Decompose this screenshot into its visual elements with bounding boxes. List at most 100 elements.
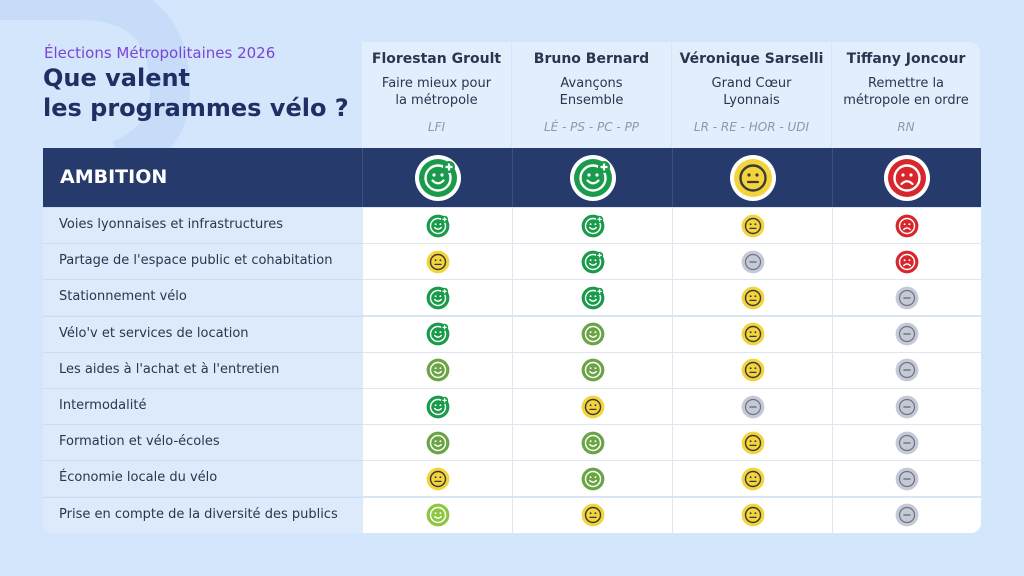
summary-cell bbox=[832, 148, 981, 207]
rating-cell bbox=[512, 207, 672, 243]
rating-cell bbox=[512, 460, 672, 497]
candidate-program: Faire mieux pour la métropole bbox=[362, 75, 511, 109]
rating-icon bbox=[581, 250, 604, 274]
program-line: Remettre la bbox=[867, 76, 945, 91]
rating-icon bbox=[895, 250, 919, 274]
rating-cell bbox=[512, 315, 672, 352]
candidate-parties: LÉ - PS - PC - PP bbox=[543, 120, 640, 134]
candidate-name: Bruno Bernard bbox=[533, 51, 650, 67]
rating-cell bbox=[672, 388, 832, 424]
rating-cell bbox=[832, 388, 981, 424]
rating-icon bbox=[581, 503, 604, 527]
rating-cell bbox=[512, 279, 672, 316]
rating-cell bbox=[362, 243, 512, 280]
rating-icon bbox=[581, 395, 604, 418]
program-line: Lyonnais bbox=[723, 93, 780, 108]
rating-cell bbox=[672, 279, 832, 316]
rating-cell bbox=[672, 460, 832, 497]
title: Que valent bbox=[43, 64, 191, 92]
rating-cell bbox=[362, 424, 512, 461]
rating-icon bbox=[741, 467, 764, 491]
candidate-program: Grand Cœur Lyonnais bbox=[672, 75, 831, 109]
candidate-name: Florestan Groult bbox=[371, 51, 502, 67]
rating-cell bbox=[672, 424, 832, 461]
rating-cell bbox=[832, 243, 981, 280]
row-label: Partage de l'espace public et cohabitati… bbox=[43, 243, 362, 280]
row-label: Les aides à l'achat et à l'entretien bbox=[43, 351, 362, 388]
program-line: métropole en ordre bbox=[843, 93, 969, 108]
rating-icon bbox=[426, 286, 449, 310]
rating-cell bbox=[672, 351, 832, 388]
rating-icon bbox=[426, 214, 449, 237]
candidate-header: Tiffany Joncour Remettre la métropole en o… bbox=[832, 42, 980, 148]
rating-icon bbox=[741, 322, 764, 346]
rating-cell bbox=[362, 279, 512, 316]
rating-cell bbox=[832, 460, 981, 497]
icon-ring bbox=[414, 154, 461, 201]
rating-icon bbox=[741, 286, 764, 310]
rating-cell bbox=[672, 243, 832, 280]
candidate-parties: LFI bbox=[427, 120, 446, 134]
rating-cell bbox=[832, 351, 981, 388]
summary-cell bbox=[672, 148, 832, 207]
program-line: Grand Cœur bbox=[711, 76, 792, 91]
row-label: Stationnement vélo bbox=[43, 279, 362, 316]
candidate-header: Florestan Groult Faire mieux pour la métro… bbox=[362, 42, 511, 148]
candidate-program: Avançons Ensemble bbox=[512, 75, 671, 109]
rating-icon bbox=[426, 322, 449, 346]
rating-icon bbox=[426, 467, 449, 491]
rating-icon bbox=[741, 431, 764, 455]
rating-cell bbox=[362, 207, 512, 243]
rating-icon bbox=[895, 322, 919, 346]
rating-cell bbox=[832, 315, 981, 352]
rating-cell bbox=[832, 207, 981, 243]
row-label: Prise en compte de la diversité des publ… bbox=[43, 496, 362, 533]
rating-cell bbox=[362, 388, 512, 424]
candidate-parties: RN bbox=[897, 120, 915, 134]
rating-icon bbox=[895, 467, 919, 491]
rating-cell bbox=[362, 315, 512, 352]
candidate-header: Bruno Bernard Avançons Ensemble LÉ - PS - P… bbox=[512, 42, 671, 148]
rating-cell bbox=[362, 460, 512, 497]
rating-icon bbox=[741, 358, 764, 382]
kicker: Élections Métropolitaines 2026 bbox=[44, 44, 276, 62]
rating-cell bbox=[362, 351, 512, 388]
candidate-header: Véronique Sarselli Grand Cœur Lyonnais LR -… bbox=[672, 42, 831, 148]
program-line: Faire mieux pour bbox=[381, 76, 492, 91]
rating-cell bbox=[512, 496, 672, 533]
rating-icon bbox=[581, 431, 604, 455]
decor bbox=[0, 0, 191, 179]
rating-cell bbox=[672, 315, 832, 352]
icon-ring bbox=[884, 154, 930, 201]
rating-icon bbox=[426, 250, 449, 274]
rating-icon bbox=[426, 358, 449, 382]
row-label: Intermodalité bbox=[43, 388, 362, 424]
row-label: Voies lyonnaises et infrastructures bbox=[43, 207, 362, 243]
rating-cell bbox=[512, 388, 672, 424]
candidate-program: Remettre la métropole en ordre bbox=[832, 75, 980, 109]
rating-icon bbox=[895, 503, 919, 527]
rating-icon bbox=[895, 431, 919, 455]
rating-cell bbox=[512, 424, 672, 461]
rating-icon bbox=[573, 158, 612, 197]
rating-icon bbox=[581, 286, 604, 310]
rating-icon bbox=[581, 322, 604, 346]
rating-cell bbox=[362, 496, 512, 533]
rating-icon bbox=[581, 467, 604, 491]
rating-cell bbox=[512, 351, 672, 388]
rating-cell bbox=[512, 243, 672, 280]
candidate-name: Véronique Sarselli bbox=[679, 51, 824, 67]
icon-ring bbox=[729, 154, 776, 201]
rating-icon bbox=[895, 214, 919, 237]
rating-icon bbox=[888, 158, 926, 197]
rating-icon bbox=[741, 250, 764, 274]
rating-cell bbox=[672, 207, 832, 243]
program-line: Avançons bbox=[560, 76, 623, 91]
program-line: Ensemble bbox=[559, 93, 624, 108]
icon-ring bbox=[569, 154, 616, 201]
rating-cell bbox=[832, 279, 981, 316]
rating-icon bbox=[426, 503, 449, 527]
candidate-parties: LR - RE - HOR - UDI bbox=[693, 120, 810, 134]
row-label: Vélo'v et services de location bbox=[43, 315, 362, 352]
summary-label: AMBITION bbox=[60, 166, 168, 188]
